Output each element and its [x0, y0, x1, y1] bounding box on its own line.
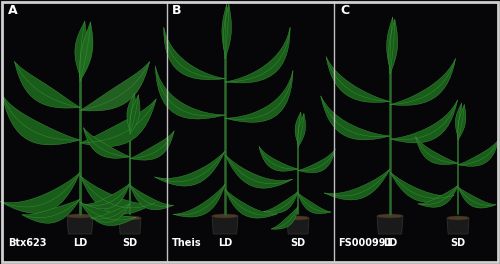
- Polygon shape: [75, 21, 87, 76]
- Polygon shape: [22, 199, 80, 223]
- Bar: [334, 2, 498, 262]
- Text: FS000991: FS000991: [338, 238, 392, 248]
- Polygon shape: [298, 114, 306, 147]
- Polygon shape: [458, 187, 496, 208]
- Ellipse shape: [67, 214, 93, 218]
- Polygon shape: [2, 95, 80, 145]
- Polygon shape: [225, 155, 292, 188]
- Text: SD: SD: [290, 238, 306, 248]
- Polygon shape: [377, 216, 403, 234]
- Polygon shape: [320, 96, 390, 140]
- Polygon shape: [156, 66, 225, 119]
- Polygon shape: [225, 189, 278, 218]
- Polygon shape: [84, 183, 130, 209]
- Polygon shape: [164, 27, 225, 80]
- Text: Btx623: Btx623: [8, 238, 46, 248]
- Polygon shape: [386, 17, 394, 69]
- Polygon shape: [458, 105, 466, 140]
- Polygon shape: [14, 62, 80, 108]
- Polygon shape: [390, 172, 454, 202]
- Ellipse shape: [377, 214, 403, 218]
- Polygon shape: [298, 149, 335, 173]
- Polygon shape: [130, 185, 174, 210]
- Polygon shape: [212, 216, 238, 234]
- Text: LD: LD: [73, 238, 87, 248]
- Polygon shape: [418, 185, 458, 207]
- Polygon shape: [224, 4, 232, 59]
- Polygon shape: [295, 112, 302, 144]
- Polygon shape: [416, 137, 458, 164]
- Text: LD: LD: [218, 238, 232, 248]
- Text: SD: SD: [450, 238, 466, 248]
- Ellipse shape: [119, 216, 141, 220]
- Polygon shape: [0, 173, 80, 213]
- Polygon shape: [67, 216, 93, 234]
- Text: Theis: Theis: [172, 238, 202, 248]
- Polygon shape: [259, 147, 298, 171]
- Polygon shape: [456, 103, 462, 137]
- Polygon shape: [324, 169, 390, 200]
- Polygon shape: [271, 206, 298, 229]
- Ellipse shape: [212, 214, 238, 218]
- Polygon shape: [127, 93, 136, 131]
- Polygon shape: [390, 100, 458, 143]
- Polygon shape: [80, 62, 150, 111]
- Polygon shape: [388, 19, 398, 74]
- Text: SD: SD: [122, 238, 138, 248]
- Polygon shape: [90, 204, 130, 222]
- Text: C: C: [340, 4, 349, 17]
- Bar: [167, 2, 334, 262]
- Polygon shape: [264, 191, 298, 213]
- Polygon shape: [326, 57, 390, 102]
- Text: LD: LD: [383, 238, 397, 248]
- Polygon shape: [130, 95, 140, 134]
- Polygon shape: [225, 27, 290, 83]
- Bar: [2, 2, 167, 262]
- Ellipse shape: [447, 216, 469, 220]
- Polygon shape: [80, 99, 156, 147]
- Polygon shape: [154, 151, 225, 186]
- Polygon shape: [119, 218, 141, 234]
- Polygon shape: [390, 59, 456, 105]
- Polygon shape: [80, 22, 93, 81]
- Polygon shape: [287, 218, 309, 234]
- Polygon shape: [80, 202, 136, 225]
- Polygon shape: [80, 176, 155, 214]
- Ellipse shape: [287, 216, 309, 220]
- Polygon shape: [84, 128, 130, 158]
- Polygon shape: [222, 4, 229, 54]
- Polygon shape: [447, 218, 469, 234]
- Polygon shape: [298, 193, 331, 214]
- Polygon shape: [225, 71, 293, 122]
- Polygon shape: [173, 184, 225, 217]
- Polygon shape: [130, 131, 174, 160]
- Text: B: B: [172, 4, 182, 17]
- Polygon shape: [458, 139, 498, 166]
- Text: A: A: [8, 4, 18, 17]
